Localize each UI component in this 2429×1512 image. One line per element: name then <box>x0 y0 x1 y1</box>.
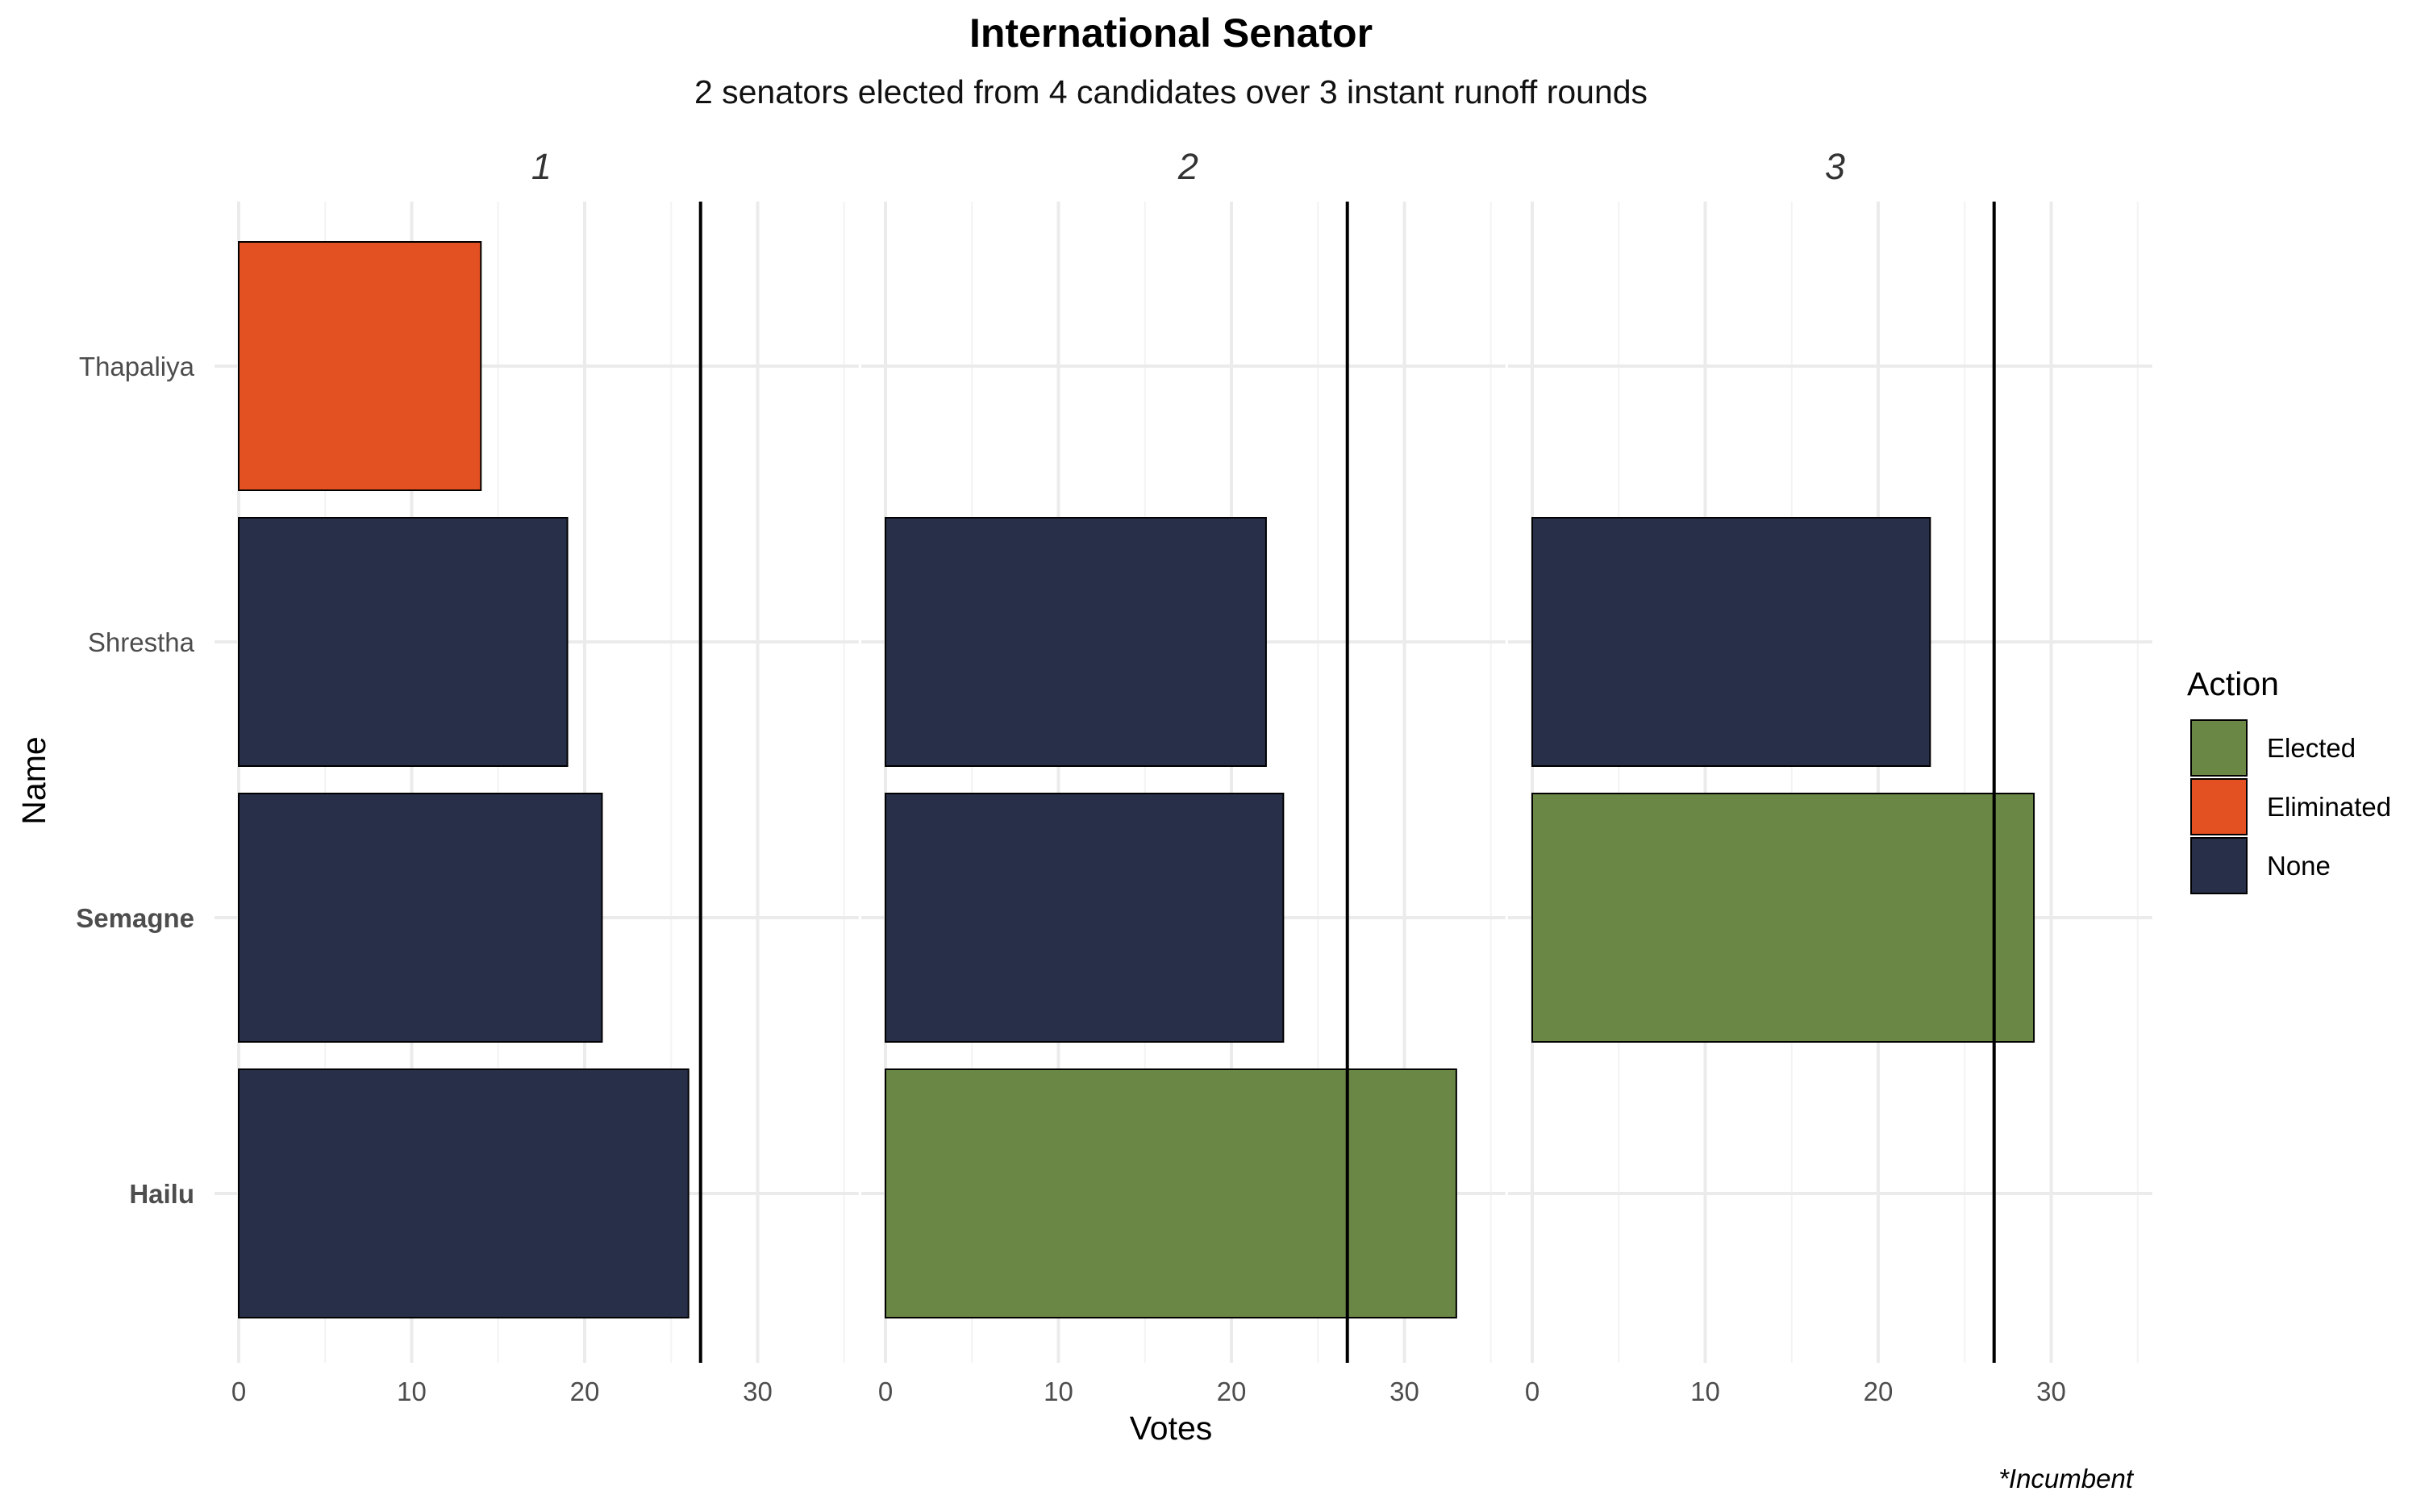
bar-hailu-round-1 <box>238 1068 690 1318</box>
legend-item-eliminated: Eliminated <box>2190 778 2391 835</box>
legend-label: None <box>2267 851 2331 881</box>
panel-3: 30 10 20 30 <box>1508 146 2152 1406</box>
x-tick-label: 10 <box>1690 1377 1720 1406</box>
panel-2: 20 10 20 30 <box>861 146 1506 1406</box>
x-tick-label: 20 <box>1217 1377 1247 1406</box>
bar-semagne-round-1 <box>238 793 603 1043</box>
panel-label: 2 <box>1177 146 1198 187</box>
legend-items: Elected Eliminated None <box>2190 719 2391 894</box>
legend-label: Eliminated <box>2267 792 2391 822</box>
legend-swatch <box>2190 719 2248 777</box>
legend-swatch <box>2190 837 2248 894</box>
bar-semagne-round-2 <box>885 793 1285 1043</box>
x-tick-label: 0 <box>1525 1377 1539 1406</box>
bar-shrestha-round-3 <box>1531 517 1931 767</box>
x-tick-label: 20 <box>1864 1377 1894 1406</box>
chart-title: International Senator <box>969 10 1373 56</box>
chart-caption: *Incumbent <box>1998 1464 2135 1493</box>
legend-title: Action <box>2187 665 2279 702</box>
x-tick-label: 30 <box>743 1377 773 1406</box>
legend-swatch <box>2190 778 2248 835</box>
x-tick-label: 20 <box>570 1377 600 1406</box>
bar-shrestha-round-2 <box>885 517 1267 767</box>
x-axis-title: Votes <box>1130 1410 1213 1447</box>
category-label-thapaliya: Thapaliya <box>79 352 195 381</box>
x-tick-label: 0 <box>878 1377 893 1406</box>
bar-hailu-round-2 <box>885 1068 1457 1318</box>
chart-subtitle: 2 senators elected from 4 candidates ove… <box>694 73 1648 110</box>
category-labels: Thapaliya Shrestha Semagne Hailu <box>76 352 194 1209</box>
panel-label: 3 <box>1825 146 1845 187</box>
bar-shrestha-round-1 <box>238 517 569 767</box>
y-axis-title: Name <box>15 736 52 824</box>
legend-label: Elected <box>2267 733 2356 763</box>
x-tick-label: 30 <box>2036 1377 2066 1406</box>
bar-thapaliya-round-1 <box>238 241 482 491</box>
x-tick-label: 10 <box>1044 1377 1073 1406</box>
category-label-hailu: Hailu <box>129 1179 194 1209</box>
x-tick-label: 10 <box>397 1377 427 1406</box>
panel-1: 10 10 20 30 <box>215 146 859 1406</box>
bar-semagne-round-3 <box>1531 793 2035 1043</box>
x-tick-label: 30 <box>1389 1377 1419 1406</box>
category-label-shrestha: Shrestha <box>88 627 195 657</box>
x-tick-label: 0 <box>231 1377 246 1406</box>
panel-label: 1 <box>531 146 552 187</box>
category-label-semagne: Semagne <box>76 903 194 933</box>
legend-item-elected: Elected <box>2190 719 2356 777</box>
legend: Action Elected Eliminated None <box>2187 665 2391 894</box>
legend-item-none: None <box>2190 837 2331 894</box>
